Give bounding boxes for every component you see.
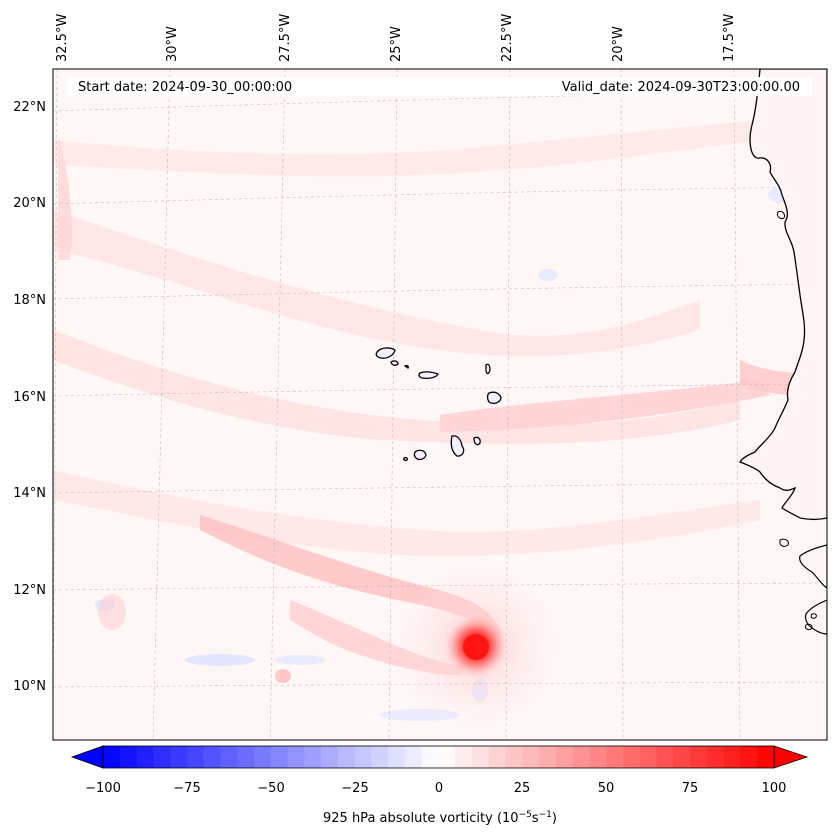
colorbar-min-extend bbox=[70, 745, 104, 769]
latitude-labels: 22°N 20°N 18°N 16°N 14°N 12°N 10°N bbox=[13, 100, 46, 694]
lon-label: 32.5°W bbox=[55, 14, 70, 62]
colorbar-segment bbox=[539, 746, 557, 768]
cape-verde-islands bbox=[375, 347, 502, 462]
graticule bbox=[53, 69, 827, 740]
lon-label: 25°W bbox=[389, 26, 404, 62]
colorbar-segments bbox=[103, 746, 775, 768]
colorbar-tick-label: 75 bbox=[682, 781, 699, 796]
colorbar-segment bbox=[757, 746, 775, 768]
colorbar-tick-label: 0 bbox=[435, 781, 443, 796]
colorbar-segment bbox=[186, 746, 205, 768]
colorbar-segment bbox=[723, 746, 742, 768]
lon-label: 30°W bbox=[165, 26, 180, 62]
africa-land bbox=[739, 69, 827, 521]
island-brava bbox=[403, 456, 408, 462]
colorbar-segment bbox=[136, 746, 154, 768]
colorbar-frame bbox=[102, 745, 775, 769]
colorbar-segment bbox=[253, 746, 272, 768]
colorbar-segment bbox=[656, 746, 674, 768]
island-sao-nicolau bbox=[418, 371, 439, 380]
map-panel: Start date: 2024-09-30_00:00:00 Valid_da… bbox=[52, 68, 828, 741]
island-sal bbox=[485, 363, 491, 375]
lat-label: 20°N bbox=[13, 196, 46, 211]
island-maio bbox=[473, 436, 481, 446]
longitude-labels: 32.5°W 30°W 27.5°W 25°W 22.5°W 20°W 17.5… bbox=[55, 14, 737, 62]
colorbar-segment bbox=[623, 746, 641, 768]
colorbar-segment bbox=[270, 746, 289, 768]
island-santiago bbox=[450, 435, 465, 457]
annotation-strip bbox=[66, 77, 812, 96]
colorbar-segment bbox=[203, 746, 222, 768]
lon-label: 20°W bbox=[611, 26, 626, 62]
colorbar-ticks: −100 −75 −50 −25 0 25 50 75 100 bbox=[85, 781, 786, 796]
colorbar-segment bbox=[673, 746, 691, 768]
colorbar-segment bbox=[639, 746, 658, 768]
colorbar-segment bbox=[304, 746, 322, 768]
colorbar-label: 925 hPa absolute vorticity (10−5s−1) bbox=[323, 810, 557, 826]
vortex-core bbox=[463, 634, 489, 660]
lat-label: 14°N bbox=[13, 486, 46, 501]
colorbar-tick-label: −50 bbox=[257, 781, 284, 796]
colorbar-segment bbox=[606, 746, 624, 768]
colorbar-segment bbox=[572, 746, 591, 768]
lon-label: 22.5°W bbox=[500, 14, 515, 62]
colorbar-segment bbox=[740, 746, 758, 768]
island-sao-vicente bbox=[390, 360, 399, 366]
colorbar-segment bbox=[170, 746, 188, 768]
colorbar-segment bbox=[321, 746, 339, 768]
colorbar-tick-label: 50 bbox=[598, 781, 615, 796]
island-santa-luzia bbox=[403, 364, 409, 369]
colorbar-segment bbox=[589, 746, 607, 768]
valid-date-label: Valid_date: 2024-09-30T23:00:00.00 bbox=[562, 80, 800, 95]
lat-label: 18°N bbox=[13, 293, 46, 308]
vorticity-field bbox=[53, 120, 820, 726]
colorbar-segment bbox=[337, 746, 356, 768]
colorbar-tick-label: −75 bbox=[173, 781, 200, 796]
guinea-coast bbox=[799, 544, 827, 589]
colorbar-segment bbox=[522, 746, 540, 768]
colorbar-segment bbox=[237, 746, 255, 768]
lat-label: 16°N bbox=[13, 390, 46, 405]
colorbar-segment bbox=[690, 746, 708, 768]
colorbar-segment bbox=[706, 746, 725, 768]
island-santo-antao bbox=[375, 347, 396, 359]
colorbar-segment bbox=[220, 746, 238, 768]
colorbar-tick-label: −100 bbox=[85, 781, 121, 796]
island-boa-vista bbox=[486, 391, 502, 405]
colorbar-segment bbox=[421, 746, 440, 768]
lat-label: 10°N bbox=[13, 679, 46, 694]
colorbar-segment bbox=[438, 746, 456, 768]
colorbar-tick-label: 25 bbox=[514, 781, 531, 796]
colorbar-max-extend bbox=[773, 745, 809, 769]
lat-label: 12°N bbox=[13, 583, 46, 598]
colorbar-segment bbox=[371, 746, 389, 768]
colorbar-segment bbox=[555, 746, 574, 768]
colorbar-tick-label: 100 bbox=[762, 781, 787, 796]
lon-label: 27.5°W bbox=[278, 14, 293, 62]
colorbar-segment bbox=[354, 746, 373, 768]
colorbar-segment bbox=[119, 746, 138, 768]
colorbar-segment bbox=[472, 746, 490, 768]
colorbar-segment bbox=[455, 746, 473, 768]
lon-label: 17.5°W bbox=[722, 14, 737, 62]
colorbar: −100 −75 −50 −25 0 25 50 75 100 925 hPa … bbox=[70, 745, 809, 826]
colorbar-segment bbox=[488, 746, 507, 768]
colorbar-segment bbox=[153, 746, 171, 768]
colorbar-segment bbox=[287, 746, 305, 768]
colorbar-segment bbox=[388, 746, 406, 768]
map-frame bbox=[52, 68, 828, 741]
lat-label: 22°N bbox=[13, 100, 46, 115]
colorbar-segment bbox=[404, 746, 423, 768]
colorbar-segment bbox=[505, 746, 523, 768]
island-fogo bbox=[413, 449, 427, 461]
start-date-label: Start date: 2024-09-30_00:00:00 bbox=[78, 80, 292, 95]
coastline bbox=[739, 69, 827, 635]
colorbar-tick-label: −25 bbox=[341, 781, 368, 796]
colorbar-segment bbox=[103, 746, 121, 768]
